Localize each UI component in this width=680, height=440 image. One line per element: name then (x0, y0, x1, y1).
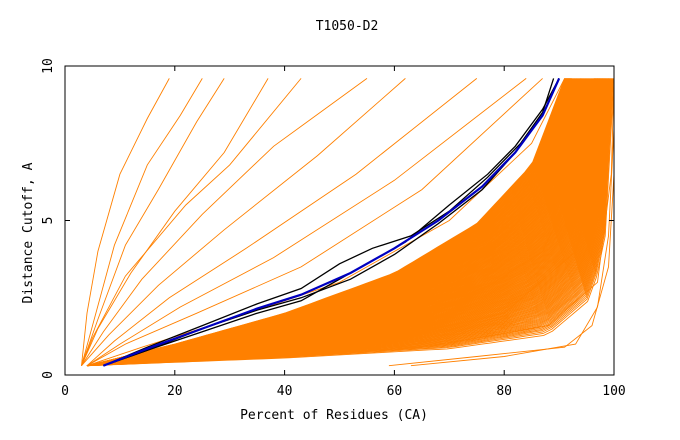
x-axis-label: Percent of Residues (CA) (240, 408, 428, 423)
model-curve (86, 78, 478, 367)
model-curve (86, 78, 527, 367)
model-curve (81, 78, 203, 366)
x-tick-label: 100 (602, 384, 625, 399)
x-tick-label: 40 (277, 384, 293, 399)
model-curve (86, 78, 609, 367)
model-curve (86, 78, 582, 367)
chart-title: T1050-D2 (316, 19, 379, 34)
model-curve (86, 78, 566, 367)
y-tick-label: 0 (41, 371, 56, 379)
x-tick-label: 0 (61, 384, 69, 399)
model-curve (86, 78, 598, 367)
plot-area (81, 77, 615, 367)
model-curve (86, 78, 566, 367)
model-curve (86, 78, 543, 367)
x-tick-label: 20 (167, 384, 183, 399)
model-curve (81, 78, 406, 366)
x-tick-label: 80 (496, 384, 512, 399)
axis-ticks: 0 20 40 60 80 100 0 5 10 (41, 58, 626, 399)
reference-model-curve (103, 77, 561, 367)
y-tick-label: 10 (41, 58, 56, 74)
x-tick-label: 60 (387, 384, 403, 399)
model-curve (81, 78, 368, 366)
y-tick-label: 5 (41, 217, 56, 225)
model-curve (81, 78, 269, 366)
model-curve (81, 78, 170, 366)
model-curve (81, 78, 225, 366)
y-axis-label: Distance Cutoff, A (21, 162, 36, 303)
model-curve (81, 78, 302, 366)
